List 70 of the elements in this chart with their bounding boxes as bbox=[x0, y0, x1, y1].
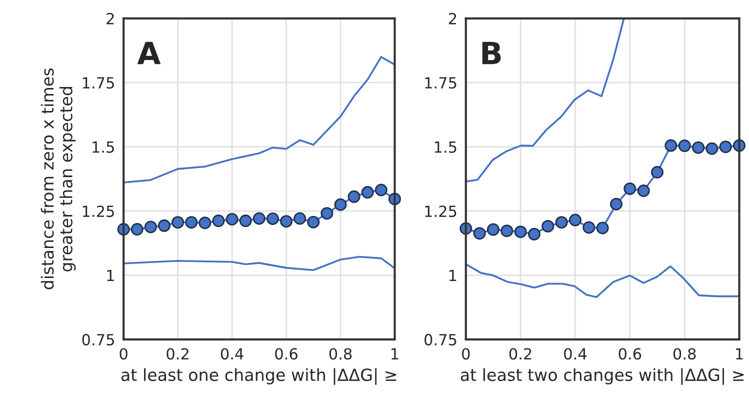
point bbox=[252, 212, 266, 225]
point bbox=[198, 216, 212, 230]
point bbox=[266, 212, 279, 225]
x-tick-label: 0.8 bbox=[673, 348, 696, 360]
y-tick-label: 1.75 bbox=[82, 77, 114, 89]
point bbox=[307, 216, 320, 228]
x-tick-label: 0.4 bbox=[564, 348, 587, 360]
point bbox=[239, 214, 252, 228]
line-series bbox=[124, 256, 395, 272]
y-tick-label: 1.75 bbox=[425, 77, 456, 89]
annotation: A bbox=[137, 42, 161, 64]
y-axis-title: distance from zero x times greater than expected bbox=[40, 68, 76, 290]
point bbox=[158, 219, 171, 232]
point bbox=[172, 216, 184, 229]
point bbox=[514, 226, 527, 238]
x-tick-label: 0.6 bbox=[618, 348, 642, 360]
x-tick-label: 0.4 bbox=[220, 348, 244, 360]
line-series bbox=[466, 263, 740, 298]
point bbox=[596, 222, 609, 234]
x-tick-label: 0.2 bbox=[509, 348, 532, 360]
x-tick-label: 0 bbox=[120, 348, 128, 360]
line-series bbox=[466, 18, 625, 182]
point bbox=[473, 227, 486, 240]
y-tick-label: 2 bbox=[448, 12, 456, 24]
y-tick-label: 1.25 bbox=[425, 206, 456, 218]
x-axis-title: at least one change with |ΔΔG| ≥ bbox=[121, 368, 396, 385]
point bbox=[348, 190, 360, 203]
x-tick-label: 0 bbox=[462, 348, 470, 360]
point bbox=[294, 212, 306, 225]
point bbox=[678, 140, 691, 152]
point bbox=[637, 184, 650, 198]
point bbox=[610, 198, 622, 210]
point bbox=[486, 223, 500, 236]
point bbox=[144, 220, 157, 234]
point bbox=[334, 198, 347, 211]
point bbox=[582, 221, 596, 234]
point bbox=[361, 186, 374, 199]
annotation: B bbox=[482, 42, 501, 64]
point bbox=[226, 213, 238, 226]
point bbox=[555, 216, 568, 229]
point bbox=[706, 142, 718, 155]
point bbox=[719, 140, 732, 154]
y-tick-label: 1 bbox=[450, 270, 456, 282]
x-axis-title: at least two changes with |ΔΔG| ≥ bbox=[460, 368, 744, 385]
y-tick-label: 2 bbox=[106, 12, 114, 24]
x-tick-label: 0.8 bbox=[329, 348, 352, 360]
x-tick-label: 1 bbox=[392, 348, 398, 360]
point bbox=[692, 141, 705, 154]
point bbox=[664, 139, 678, 152]
point bbox=[624, 182, 636, 195]
y-tick-label: 1.5 bbox=[92, 141, 114, 153]
point bbox=[185, 216, 198, 229]
y-tick-label: 1.5 bbox=[434, 141, 456, 153]
point bbox=[568, 214, 582, 226]
y-tick-label: 0.75 bbox=[424, 334, 456, 346]
point bbox=[650, 166, 664, 179]
point bbox=[320, 207, 334, 220]
x-tick-label: 0.2 bbox=[166, 348, 188, 360]
point bbox=[280, 215, 293, 228]
point bbox=[374, 184, 388, 196]
point bbox=[130, 223, 144, 236]
point bbox=[542, 220, 554, 232]
y-tick-label: 1 bbox=[107, 270, 114, 282]
point bbox=[212, 214, 225, 228]
x-tick-label: 0.6 bbox=[275, 348, 298, 360]
y-tick-label: 1.25 bbox=[82, 206, 114, 218]
point bbox=[500, 224, 514, 238]
y-tick-label: 0.75 bbox=[82, 334, 114, 346]
point bbox=[528, 228, 540, 240]
x-tick-label: 1 bbox=[736, 348, 743, 360]
